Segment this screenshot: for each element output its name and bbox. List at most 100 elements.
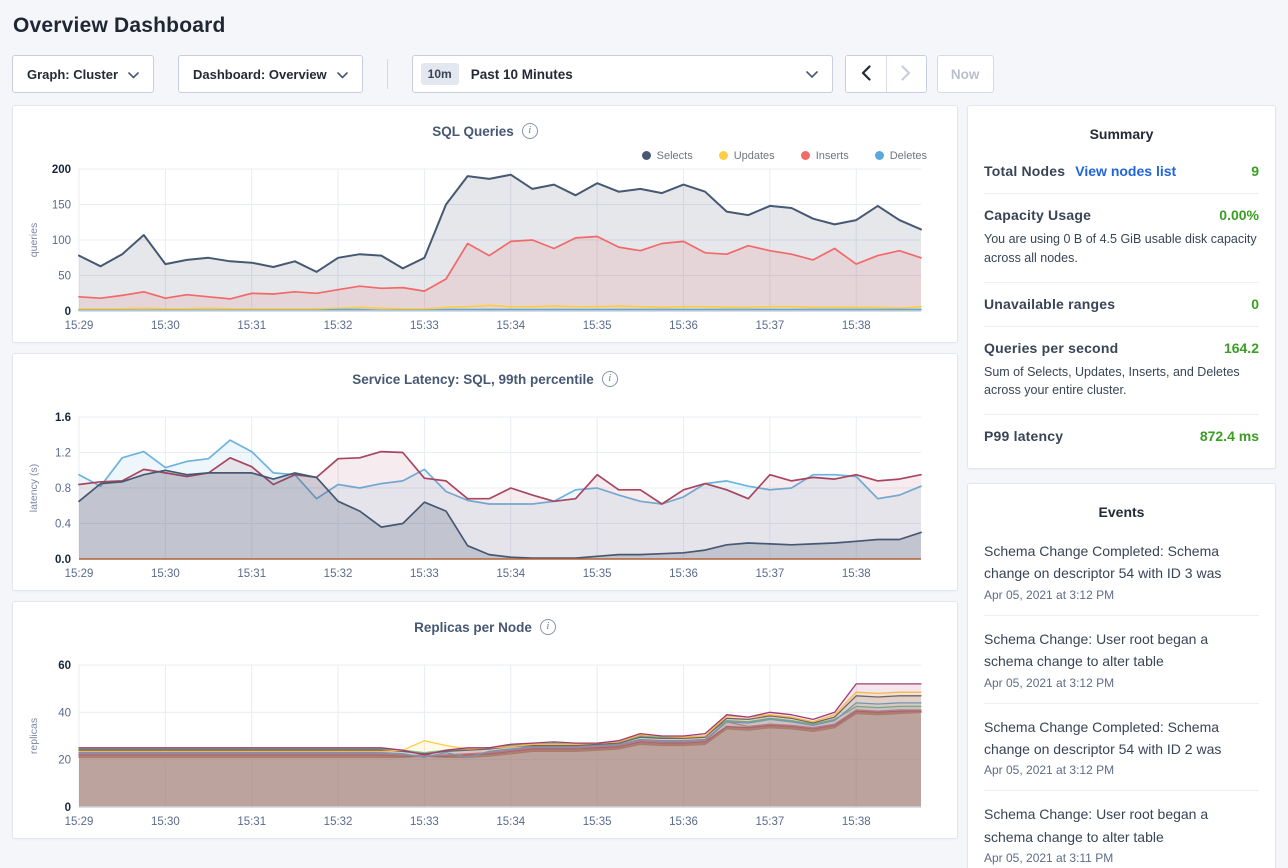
svg-text:0.8: 0.8 (55, 483, 71, 495)
svg-text:15:29: 15:29 (65, 816, 94, 828)
svg-text:15:33: 15:33 (410, 568, 439, 580)
svg-text:0.4: 0.4 (55, 519, 72, 531)
time-step-buttons (844, 55, 927, 93)
svg-text:50: 50 (58, 271, 71, 283)
sidebar-column: Summary Total Nodes View nodes list 9 Capac… (967, 105, 1276, 868)
info-icon[interactable]: i (521, 123, 538, 139)
svg-text:0: 0 (65, 802, 71, 814)
events-panel: Events Schema Change Completed: Schema c… (967, 483, 1276, 868)
legend-item-deletes[interactable]: Deletes (874, 148, 927, 163)
time-range-badge: 10m (420, 63, 459, 85)
page-title: Overview Dashboard (13, 14, 226, 37)
chevron-down-icon (128, 67, 139, 82)
legend-label: Deletes (889, 149, 927, 162)
sql-queries-chart[interactable]: 0 50 100 150 200 15:29 15:30 15:31 15:32 15:33 15:… (25, 163, 945, 345)
svg-text:replicas: replicas (28, 718, 40, 754)
svg-text:150: 150 (52, 200, 71, 212)
dashboard-dropdown[interactable]: Dashboard: Overview (178, 55, 363, 93)
svg-text:15:31: 15:31 (237, 816, 266, 828)
svg-text:0.0: 0.0 (55, 554, 71, 566)
svg-text:15:32: 15:32 (324, 568, 353, 580)
summary-label: Unavailable ranges (984, 295, 1116, 312)
legend-dot (641, 151, 651, 160)
summary-panel: Summary Total Nodes View nodes list 9 Capac… (967, 105, 1276, 469)
svg-text:15:38: 15:38 (842, 320, 871, 332)
graph-dropdown[interactable]: Graph: Cluster (12, 55, 155, 93)
legend-dot (800, 151, 810, 160)
svg-text:15:34: 15:34 (496, 816, 525, 828)
events-title: Events (1098, 504, 1145, 520)
event-item: Schema Change: User root began a schema … (984, 614, 1259, 703)
main-content: SQL Queries i Selects Updates Inserts Delet… (12, 105, 1276, 868)
now-button[interactable]: Now (936, 55, 994, 93)
summary-value: 872.4 ms (1199, 428, 1259, 444)
svg-text:15:29: 15:29 (65, 320, 94, 332)
chart-legend: Selects Updates Inserts Deletes (25, 148, 927, 163)
toolbar: Graph: Cluster Dashboard: Overview 10m P… (12, 55, 1276, 93)
svg-text:15:30: 15:30 (151, 816, 180, 828)
event-item: Schema Change: User root began a schema … (984, 790, 1259, 868)
summary-value: 9 (1251, 163, 1259, 179)
svg-text:15:35: 15:35 (583, 320, 612, 332)
svg-text:1.2: 1.2 (55, 448, 71, 460)
svg-text:15:38: 15:38 (842, 816, 871, 828)
legend-item-inserts[interactable]: Inserts (800, 148, 849, 163)
summary-row: Queries per second 164.2 Sum of Selects, U… (984, 325, 1259, 415)
svg-text:15:38: 15:38 (842, 568, 871, 580)
summary-rows: Total Nodes View nodes list 9 Capacity Usag… (984, 150, 1259, 458)
svg-text:1.6: 1.6 (55, 412, 71, 424)
summary-label: P99 latency (984, 428, 1064, 444)
svg-text:200: 200 (52, 164, 71, 176)
summary-row: P99 latency 872.4 ms (984, 414, 1259, 458)
info-icon[interactable]: i (539, 619, 556, 635)
summary-row: Total Nodes View nodes list 9 (984, 150, 1259, 193)
legend-item-selects[interactable]: Selects (641, 148, 693, 163)
summary-caption: You are using 0 B of 4.5 GiB usable disk… (984, 232, 1257, 265)
summary-row: Unavailable ranges 0 (984, 281, 1259, 326)
event-text: Schema Change Completed: Schema change o… (984, 718, 1222, 757)
svg-text:queries: queries (28, 223, 40, 257)
event-timestamp: Apr 05, 2021 at 3:12 PM (984, 587, 1115, 602)
event-item: Schema Change Completed: Schema change o… (984, 702, 1259, 791)
summary-title: Summary (1089, 126, 1154, 142)
time-range-selector[interactable]: 10m Past 10 Minutes (411, 55, 833, 93)
svg-text:100: 100 (52, 235, 71, 247)
svg-text:15:37: 15:37 (755, 568, 784, 580)
event-text: Schema Change: User root began a schema … (984, 630, 1209, 670)
svg-text:15:36: 15:36 (669, 568, 698, 580)
next-timeframe-button[interactable] (885, 56, 926, 92)
previous-timeframe-button[interactable] (845, 56, 886, 92)
chevron-down-icon (336, 67, 348, 82)
event-timestamp: Apr 05, 2021 at 3:12 PM (984, 675, 1115, 690)
svg-text:15:30: 15:30 (151, 568, 180, 580)
charts-column: SQL Queries i Selects Updates Inserts Delet… (12, 105, 958, 839)
svg-text:15:32: 15:32 (324, 816, 353, 828)
event-timestamp: Apr 05, 2021 at 3:11 PM (984, 851, 1114, 866)
svg-text:15:37: 15:37 (755, 816, 784, 828)
svg-text:15:31: 15:31 (237, 320, 266, 332)
summary-label: Total Nodes (984, 163, 1066, 179)
svg-text:latency (s): latency (s) (28, 464, 40, 512)
svg-text:15:34: 15:34 (496, 568, 525, 580)
legend-label: Selects (656, 149, 693, 162)
summary-label: Queries per second (984, 339, 1119, 356)
replicas-per-node-chart[interactable]: 0 20 40 60 15:29 15:30 15:31 15:32 15:33 15:34 15:… (25, 659, 945, 841)
chart-title: SQL Queries (432, 123, 514, 139)
event-list: Schema Change Completed: Schema change o… (984, 528, 1259, 868)
dashboard-dropdown-label: Dashboard: Overview (193, 66, 327, 82)
view-nodes-link[interactable]: View nodes list (1075, 163, 1177, 179)
svg-text:15:30: 15:30 (151, 320, 180, 332)
svg-text:15:36: 15:36 (669, 320, 698, 332)
summary-row: Capacity Usage 0.00% You are using 0 B of … (984, 193, 1259, 282)
service-latency-chart[interactable]: 0.0 0.4 0.8 1.2 1.6 15:29 15:30 15:31 15:32 15:33… (25, 411, 945, 593)
info-icon[interactable]: i (601, 371, 618, 387)
chevron-left-icon (861, 64, 871, 84)
svg-text:15:37: 15:37 (755, 320, 784, 332)
sql-queries-card: SQL Queries i Selects Updates Inserts Delet… (12, 105, 958, 343)
svg-text:0: 0 (65, 306, 71, 318)
legend-item-updates[interactable]: Updates (718, 148, 775, 163)
summary-label: Capacity Usage (984, 207, 1092, 223)
legend-dot (718, 151, 728, 160)
svg-text:15:32: 15:32 (324, 320, 353, 332)
